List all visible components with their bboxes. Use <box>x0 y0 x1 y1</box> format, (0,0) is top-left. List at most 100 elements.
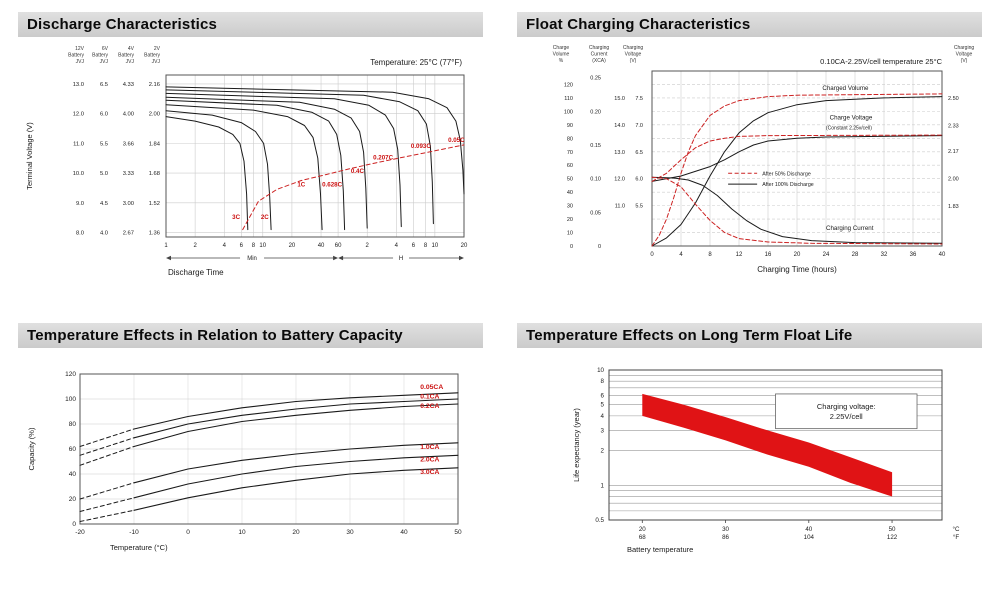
svg-text:10: 10 <box>238 529 246 536</box>
svg-text:40: 40 <box>939 252 946 258</box>
svg-text:0.093C: 0.093C <box>411 143 431 150</box>
svg-text:3C: 3C <box>232 214 240 221</box>
svg-text:10: 10 <box>567 231 573 237</box>
svg-text:5.0: 5.0 <box>100 171 108 177</box>
svg-text:30: 30 <box>346 529 354 536</box>
svg-text:1.83: 1.83 <box>948 204 959 210</box>
svg-text:60: 60 <box>567 163 573 169</box>
svg-text:32: 32 <box>881 252 888 258</box>
svg-text:4: 4 <box>223 243 227 249</box>
svg-text:8.0: 8.0 <box>76 231 84 237</box>
svg-text:After 100% Discharge: After 100% Discharge <box>762 182 814 188</box>
svg-text:110: 110 <box>564 96 573 102</box>
svg-text:6.5: 6.5 <box>635 150 643 156</box>
svg-text:Battery: Battery <box>118 53 134 59</box>
svg-text:50: 50 <box>567 177 573 183</box>
svg-text:20: 20 <box>639 526 646 533</box>
svg-text:Charging Time (hours): Charging Time (hours) <box>757 265 837 274</box>
svg-text:0.05: 0.05 <box>590 210 601 216</box>
svg-text:Charged Volume: Charged Volume <box>822 85 869 92</box>
svg-text:3.0CA: 3.0CA <box>420 469 439 476</box>
svg-text:Battery temperature: Battery temperature <box>627 545 693 554</box>
section-header-discharge: Discharge Characteristics <box>18 12 483 37</box>
svg-text:40: 40 <box>318 243 325 249</box>
svg-text:2: 2 <box>601 448 605 455</box>
svg-text:12V: 12V <box>75 46 85 52</box>
svg-text:4V: 4V <box>128 46 135 52</box>
svg-text:11.0: 11.0 <box>73 141 84 147</box>
svg-text:6: 6 <box>601 393 605 400</box>
section-temperature-capacity: Temperature Effects in Relation to Batte… <box>18 323 483 582</box>
svg-text:Battery: Battery <box>92 53 108 59</box>
svg-text:Charging: Charging <box>589 45 610 51</box>
svg-text:86: 86 <box>722 534 729 541</box>
section-header-float-charging: Float Charging Characteristics <box>517 12 982 37</box>
svg-text:1.68: 1.68 <box>149 171 160 177</box>
section-discharge-characteristics: Discharge Characteristics 12V Battery JVJ 1… <box>18 12 483 309</box>
svg-text:Life expectancy (year): Life expectancy (year) <box>572 408 581 482</box>
svg-text:6.5: 6.5 <box>100 82 108 88</box>
svg-text:1C: 1C <box>297 181 305 188</box>
svg-text:20: 20 <box>289 243 296 249</box>
svg-text:14.0: 14.0 <box>614 123 625 129</box>
float-charging-characteristics-chart: 12011010090807060504030201000.250.200.15… <box>517 41 982 309</box>
svg-text:2V: 2V <box>154 46 161 52</box>
svg-text:2.16: 2.16 <box>149 82 160 88</box>
svg-text:3.00: 3.00 <box>123 201 134 207</box>
svg-text:70: 70 <box>567 150 573 156</box>
svg-text:6V: 6V <box>102 46 109 52</box>
svg-text:-20: -20 <box>75 529 85 536</box>
svg-text:4: 4 <box>601 413 605 420</box>
svg-text:0.10CA-2.25V/cell temperature: 0.10CA-2.25V/cell temperature 25°C <box>820 57 942 66</box>
svg-text:60: 60 <box>335 243 342 249</box>
svg-text:5.5: 5.5 <box>635 204 643 210</box>
svg-text:(XCA): (XCA) <box>592 58 606 64</box>
svg-text:Charging voltage:: Charging voltage: <box>817 402 876 411</box>
svg-text:0.207C: 0.207C <box>373 155 393 162</box>
svg-text:Battery: Battery <box>144 53 160 59</box>
svg-text:1.84: 1.84 <box>149 141 161 147</box>
section-float-life: Temperature Effects on Long Term Float L… <box>517 323 982 582</box>
svg-text:3: 3 <box>601 427 605 434</box>
svg-text:1: 1 <box>601 482 605 489</box>
svg-text:80: 80 <box>69 421 77 428</box>
svg-text:0.05C: 0.05C <box>448 137 465 144</box>
svg-text:1.36: 1.36 <box>149 231 160 237</box>
svg-text:2.25V/cell: 2.25V/cell <box>830 412 863 421</box>
svg-text:H: H <box>399 256 403 262</box>
svg-text:°F: °F <box>953 534 959 541</box>
svg-text:8: 8 <box>708 252 712 258</box>
svg-text:(V): (V) <box>961 58 968 64</box>
section-float-charging: Float Charging Characteristics 120 110 100… <box>517 12 982 309</box>
svg-text:After 50% Discharge: After 50% Discharge <box>762 171 811 177</box>
svg-text:2C: 2C <box>261 214 269 221</box>
discharge-characteristics-chart: 12VBatteryJVJ13.012.011.010.09.08.06VBat… <box>18 41 483 309</box>
svg-text:20: 20 <box>461 243 468 249</box>
svg-text:68: 68 <box>639 534 646 541</box>
svg-text:Current: Current <box>591 52 608 58</box>
svg-text:4.5: 4.5 <box>100 201 108 207</box>
svg-text:Discharge Time: Discharge Time <box>168 268 224 277</box>
svg-text:10: 10 <box>259 243 266 249</box>
svg-text:40: 40 <box>567 190 573 196</box>
svg-text:120: 120 <box>564 82 573 88</box>
svg-text:-10: -10 <box>129 529 139 536</box>
svg-text:90: 90 <box>567 123 573 129</box>
svg-text:28: 28 <box>852 252 859 258</box>
svg-text:8: 8 <box>424 243 428 249</box>
float-life-chart: Charging voltage:2.25V/cell1086543210.52… <box>517 352 982 582</box>
svg-text:10: 10 <box>432 243 439 249</box>
svg-text:JVJ: JVJ <box>100 59 109 65</box>
svg-text:2.0CA: 2.0CA <box>420 457 439 464</box>
svg-text:Volume: Volume <box>553 52 570 58</box>
svg-text:0.20: 0.20 <box>590 109 601 115</box>
svg-text:2.17: 2.17 <box>948 149 959 155</box>
svg-text:(Constant 2.25v/cell): (Constant 2.25v/cell) <box>826 126 872 132</box>
svg-text:2: 2 <box>366 243 370 249</box>
svg-text:36: 36 <box>910 252 917 258</box>
svg-text:Charging: Charging <box>623 45 644 51</box>
svg-text:13.0: 13.0 <box>614 150 625 156</box>
svg-text:5: 5 <box>601 402 605 409</box>
svg-text:6.0: 6.0 <box>635 177 643 183</box>
svg-text:3.33: 3.33 <box>123 171 134 177</box>
